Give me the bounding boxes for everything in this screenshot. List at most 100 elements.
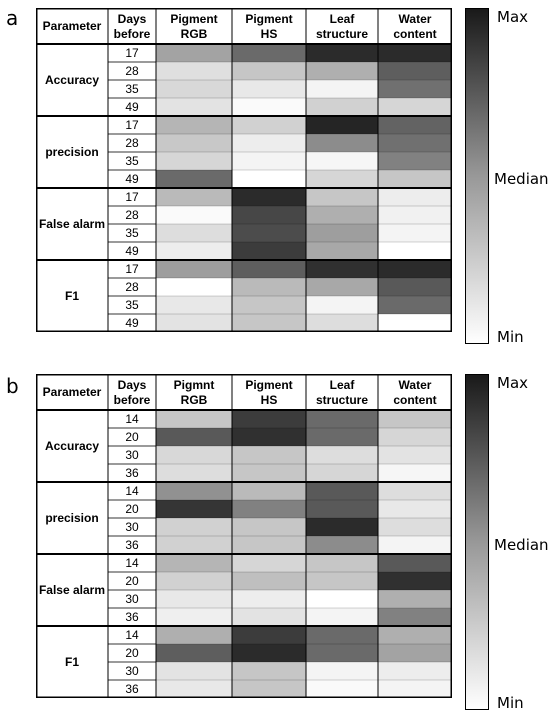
heat-cell-a-3-2-2 xyxy=(306,296,378,314)
heat-cell-b-3-1-1 xyxy=(232,644,306,662)
header-label-b-3: Pigment xyxy=(245,378,292,392)
heat-cell-b-0-2-1 xyxy=(232,446,306,464)
header-label-a-4: Leaf xyxy=(330,12,356,26)
heat-cell-a-0-2-1 xyxy=(232,80,306,98)
heat-cell-a-1-0-3 xyxy=(378,116,452,134)
heat-cell-b-2-3-2 xyxy=(306,608,378,626)
days-before-label-a-2-0: 17 xyxy=(125,190,139,204)
heat-cell-a-2-1-2 xyxy=(306,206,378,224)
days-before-label-b-0-0: 14 xyxy=(125,412,139,426)
days-before-label-a-3-3: 49 xyxy=(125,316,139,330)
days-before-label-a-1-3: 49 xyxy=(125,172,139,186)
table-frame xyxy=(36,8,452,332)
days-before-label-b-1-2: 30 xyxy=(125,520,139,534)
heat-cell-a-1-3-3 xyxy=(378,170,452,188)
heat-cell-a-2-2-3 xyxy=(378,224,452,242)
days-before-label-a-0-1: 28 xyxy=(125,64,139,78)
heat-cell-b-3-2-3 xyxy=(378,662,452,680)
heat-cell-a-0-0-2 xyxy=(306,44,378,62)
days-before-label-a-1-1: 28 xyxy=(125,136,139,150)
header-label-a-4: structure xyxy=(316,27,368,41)
heat-cell-b-0-0-3 xyxy=(378,410,452,428)
days-before-label-b-2-2: 30 xyxy=(125,592,139,606)
heat-cell-b-2-0-0 xyxy=(156,554,232,572)
days-before-label-a-0-2: 35 xyxy=(125,82,139,96)
header-label-a-5: Water xyxy=(399,12,432,26)
heatmap-table-a: Parameter Days before Pigment RGB Pigment HS Le… xyxy=(36,8,452,332)
days-before-label-a-1-0: 17 xyxy=(125,118,139,132)
heat-cell-a-1-1-1 xyxy=(232,134,306,152)
header-label-a-2: RGB xyxy=(181,27,208,41)
row-group-label-a-1: precision xyxy=(45,145,98,159)
heat-cell-a-0-2-3 xyxy=(378,80,452,98)
row-group-label-a-2: False alarm xyxy=(39,217,105,231)
days-before-label-a-3-2: 35 xyxy=(125,298,139,312)
heat-cell-a-3-3-0 xyxy=(156,314,232,332)
heat-cell-a-3-1-3 xyxy=(378,278,452,296)
colorbar-min-label-b: Min xyxy=(497,694,524,712)
heat-cell-a-0-3-1 xyxy=(232,98,306,116)
heat-cell-b-0-3-1 xyxy=(232,464,306,482)
heat-cell-b-1-1-2 xyxy=(306,500,378,518)
heat-cell-a-1-3-0 xyxy=(156,170,232,188)
heat-cell-b-0-2-2 xyxy=(306,446,378,464)
colorbar-min-label-a: Min xyxy=(497,328,524,346)
header-label-b-4: structure xyxy=(316,393,368,407)
days-before-label-b-2-1: 20 xyxy=(125,574,139,588)
days-before-label-b-1-1: 20 xyxy=(125,502,139,516)
heat-cell-a-3-1-0 xyxy=(156,278,232,296)
heat-cell-b-1-1-3 xyxy=(378,500,452,518)
heat-cell-a-1-1-0 xyxy=(156,134,232,152)
header-label-a-3: HS xyxy=(261,27,278,41)
days-before-label-a-2-1: 28 xyxy=(125,208,139,222)
days-before-label-a-1-2: 35 xyxy=(125,154,139,168)
heat-cell-a-1-3-1 xyxy=(232,170,306,188)
heat-cell-b-0-1-0 xyxy=(156,428,232,446)
header-label-b-1: Days xyxy=(118,378,147,392)
heat-cell-a-1-0-2 xyxy=(306,116,378,134)
days-before-label-a-2-3: 49 xyxy=(125,244,139,258)
heat-cell-b-1-1-0 xyxy=(156,500,232,518)
heat-cell-b-0-0-2 xyxy=(306,410,378,428)
heat-cell-a-2-0-1 xyxy=(232,188,306,206)
row-group-label-a-3: F1 xyxy=(65,289,79,303)
heat-cell-a-2-3-3 xyxy=(378,242,452,260)
heat-cell-a-3-3-3 xyxy=(378,314,452,332)
heat-cell-b-2-0-1 xyxy=(232,554,306,572)
header-label-a-3: Pigment xyxy=(245,12,292,26)
heat-cell-a-0-3-3 xyxy=(378,98,452,116)
colorbar-b xyxy=(465,374,489,715)
heat-cell-a-2-2-0 xyxy=(156,224,232,242)
heat-cell-a-0-1-0 xyxy=(156,62,232,80)
days-before-label-b-2-3: 36 xyxy=(125,610,139,624)
heat-cell-b-0-1-1 xyxy=(232,428,306,446)
header-label-b-2: Pigmnt xyxy=(174,378,215,392)
days-before-label-b-0-2: 30 xyxy=(125,448,139,462)
heat-cell-a-3-1-1 xyxy=(232,278,306,296)
heat-cell-b-3-1-0 xyxy=(156,644,232,662)
heat-cell-a-1-2-0 xyxy=(156,152,232,170)
heat-cell-b-0-3-0 xyxy=(156,464,232,482)
heat-cell-b-3-3-0 xyxy=(156,680,232,698)
heat-cell-b-1-0-2 xyxy=(306,482,378,500)
heat-cell-b-1-3-0 xyxy=(156,536,232,554)
heat-cell-a-3-2-0 xyxy=(156,296,232,314)
table-frame xyxy=(36,374,452,698)
heat-cell-b-1-2-0 xyxy=(156,518,232,536)
heat-cell-a-3-3-2 xyxy=(306,314,378,332)
heat-cell-b-0-1-3 xyxy=(378,428,452,446)
colorbar-gradient xyxy=(465,374,489,710)
heat-cell-a-3-0-0 xyxy=(156,260,232,278)
heat-cell-a-2-0-3 xyxy=(378,188,452,206)
heat-cell-b-1-3-1 xyxy=(232,536,306,554)
header-label-a-5: content xyxy=(393,27,436,41)
heat-cell-b-2-3-3 xyxy=(378,608,452,626)
heat-cell-b-3-3-1 xyxy=(232,680,306,698)
days-before-label-b-0-1: 20 xyxy=(125,430,139,444)
header-label-b-5: content xyxy=(393,393,436,407)
row-group-label-a-0: Accuracy xyxy=(45,73,99,87)
panel-label-a: a xyxy=(6,6,19,30)
header-label-b-3: HS xyxy=(261,393,278,407)
header-label-b-2: RGB xyxy=(181,393,208,407)
heat-cell-a-2-2-2 xyxy=(306,224,378,242)
